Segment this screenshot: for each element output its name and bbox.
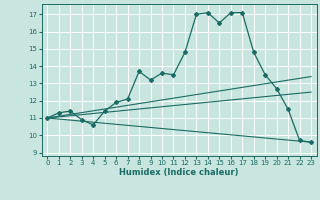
X-axis label: Humidex (Indice chaleur): Humidex (Indice chaleur) xyxy=(119,168,239,177)
